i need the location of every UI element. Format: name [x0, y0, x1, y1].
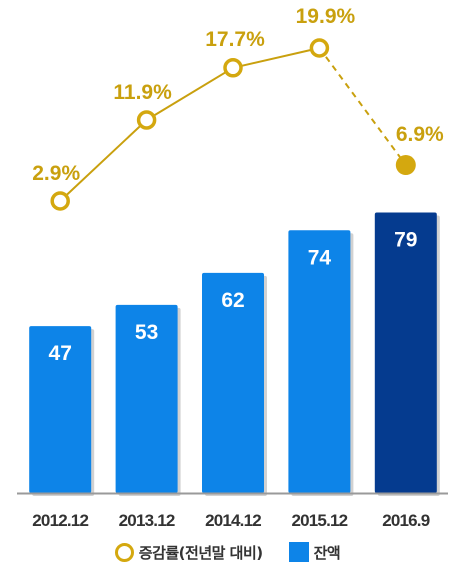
legend-square-icon — [288, 542, 309, 562]
rate-point — [136, 110, 157, 130]
bar-2014.12 — [202, 272, 264, 493]
legend-label-rate: 증감률(전년말 대비) — [138, 543, 263, 562]
bar-value-label: 74 — [308, 246, 332, 269]
legend-circle-icon — [114, 542, 134, 562]
legend-item-balance: 잔액 — [288, 542, 341, 563]
rate-label: 6.9% — [396, 123, 444, 146]
rate-point — [395, 155, 416, 175]
rate-label: 11.9% — [113, 81, 172, 104]
legend-label-balance: 잔액 — [313, 543, 341, 562]
rate-point — [223, 58, 243, 78]
rate-point — [50, 191, 70, 211]
legend-item-rate: 증감률(전년말 대비) — [114, 542, 263, 563]
x-tick-label: 2016.9 — [382, 511, 430, 530]
rate-line-segment — [232, 47, 320, 69]
rate-line-segment — [146, 66, 234, 121]
rate-line-dashed-segment — [318, 47, 407, 166]
x-tick-label: 2013.12 — [119, 511, 175, 530]
bar-2013.12 — [115, 304, 178, 493]
rate-label: 17.7% — [205, 28, 265, 51]
bar-2012.12 — [29, 326, 92, 493]
bar-value-label: 47 — [49, 342, 72, 365]
x-tick-label: 2015.12 — [291, 511, 347, 530]
bar-2015.12 — [288, 230, 351, 494]
rate-label: 19.9% — [296, 5, 356, 28]
x-tick-label: 2014.12 — [205, 511, 261, 530]
legend: 증감률(전년말 대비) 잔액 — [0, 540, 455, 564]
bar-value-label: 53 — [135, 321, 158, 344]
rate-point — [309, 38, 330, 58]
bar-2016.9 — [374, 212, 437, 494]
rate-label: 2.9% — [32, 162, 80, 185]
x-tick-label: 2012.12 — [32, 511, 88, 530]
rate-line-segment — [59, 119, 148, 202]
bar-value-label: 79 — [394, 229, 417, 252]
bar-value-label: 62 — [221, 289, 244, 312]
